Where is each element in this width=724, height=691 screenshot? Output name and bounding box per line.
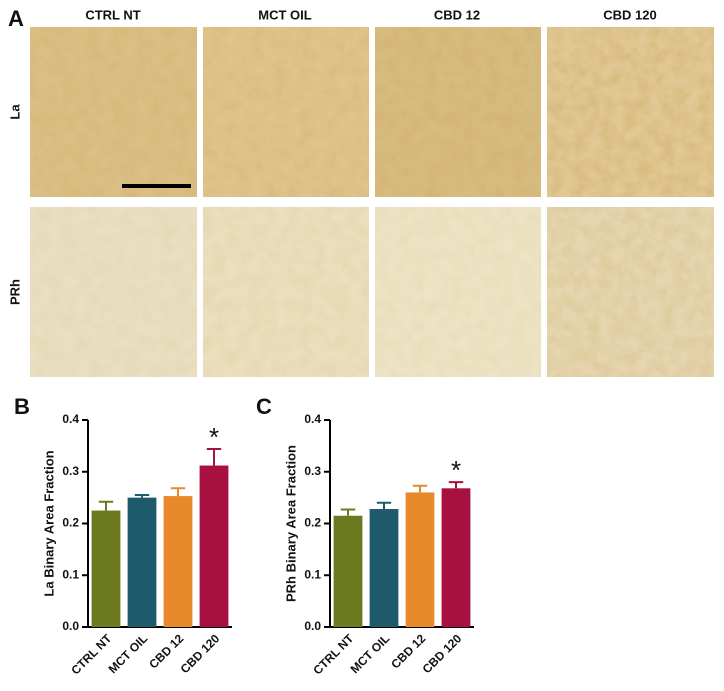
- bar: [441, 488, 471, 627]
- y-tick-label: 0.4: [304, 412, 321, 426]
- micrograph-texture: [375, 27, 541, 197]
- panel-label: B: [14, 394, 30, 419]
- micrograph-texture: [30, 27, 197, 197]
- error-bar: [170, 487, 186, 497]
- column-label: MCT OIL: [258, 7, 311, 22]
- y-tick-label: 0.1: [62, 567, 79, 581]
- significance-marker: *: [451, 455, 461, 485]
- y-tick-label: 0.4: [62, 412, 79, 426]
- y-tick-label: 0.3: [304, 464, 321, 478]
- bar: [333, 515, 363, 627]
- error-bar: [340, 508, 356, 516]
- micrograph-texture: [203, 207, 369, 377]
- row-label: PRh: [7, 279, 22, 305]
- micrograph-grid: [30, 27, 714, 377]
- error-bar: [412, 484, 428, 493]
- y-tick-label: 0.3: [62, 464, 79, 478]
- micrograph-texture: [547, 207, 714, 377]
- bar: [127, 497, 157, 627]
- panel-label: A: [8, 6, 24, 31]
- bar: [91, 510, 121, 627]
- x-tick-label: CBD 120: [178, 631, 223, 676]
- bar: [199, 465, 229, 627]
- x-tick-label: MCT OIL: [348, 631, 393, 676]
- x-tick-label: MCT OIL: [106, 631, 151, 676]
- y-tick-label: 0.2: [62, 516, 79, 530]
- y-tick-label: 0.1: [304, 567, 321, 581]
- micrograph-texture: [30, 207, 197, 377]
- column-label: CBD 12: [434, 7, 480, 22]
- bar: [163, 496, 193, 627]
- bar: [405, 492, 435, 627]
- error-bar: [206, 447, 222, 466]
- y-tick-label: 0.0: [304, 619, 321, 633]
- panel-label: C: [256, 394, 272, 419]
- y-tick-label: 0.2: [304, 516, 321, 530]
- error-bar: [448, 481, 464, 489]
- column-label: CTRL NT: [85, 7, 140, 22]
- error-bar: [134, 494, 150, 498]
- x-tick-label: CTRL NT: [68, 631, 115, 678]
- x-tick-label: CBD 120: [420, 631, 465, 676]
- micrograph-texture: [375, 207, 541, 377]
- row-label: La: [7, 104, 22, 120]
- column-label: CBD 120: [603, 7, 656, 22]
- y-axis-title: PRh Binary Area Fraction: [283, 445, 298, 602]
- micrograph-texture: [203, 27, 369, 197]
- error-bar: [376, 501, 392, 510]
- y-tick-label: 0.0: [62, 619, 79, 633]
- micrograph-texture: [547, 27, 714, 197]
- error-bar: [98, 500, 114, 511]
- x-tick-label: CTRL NT: [310, 631, 357, 678]
- bar: [369, 509, 399, 627]
- significance-marker: *: [209, 422, 219, 452]
- y-axis-title: La Binary Area Fraction: [41, 450, 56, 596]
